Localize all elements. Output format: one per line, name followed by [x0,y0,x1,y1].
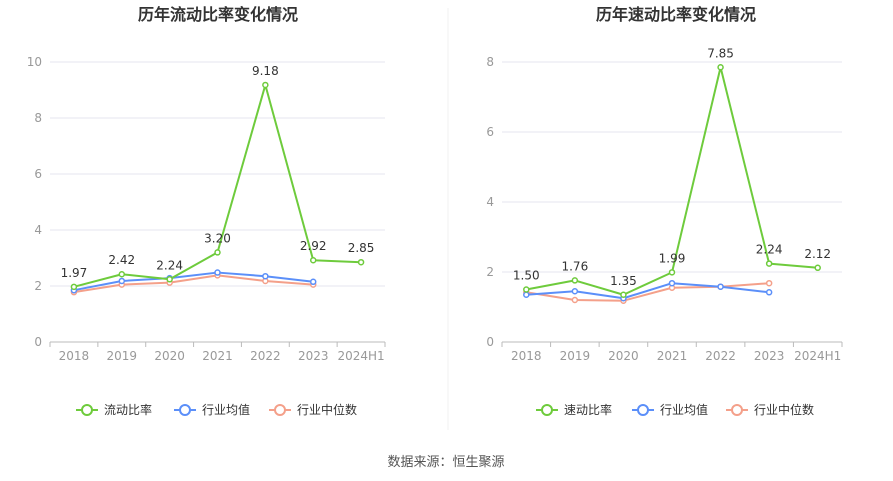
series-line [73,271,314,292]
x-tick-label: 2024H1 [794,349,841,363]
legend-label[interactable]: 行业均值 [202,402,250,417]
y-tick-label: 4 [486,195,494,209]
data-point [523,286,530,293]
chart-title: 历年流动比率变化情况 [138,5,298,24]
data-label: 1.99 [659,251,686,265]
data-point [668,269,676,276]
data-point [668,279,676,287]
chart-title: 历年速动比率变化情况 [596,5,756,24]
data-point [118,277,126,285]
data-point [571,296,579,304]
data-point [717,64,724,71]
quick-ratio-chart: 历年速动比率变化情况 0 2 4 6 8 2018 2019 2020 2021 2022 2023 2… [486,5,843,417]
series-line [526,282,770,302]
data-point [620,291,627,298]
x-tick-label: 2021 [657,349,688,363]
x-tick-label: 2023 [754,349,785,363]
x-tick-label: 2019 [560,349,591,363]
data-point [357,258,365,266]
legend-label[interactable]: 行业中位数 [754,402,814,417]
data-label: 1.35 [610,274,637,288]
x-tick-label: 2020 [154,349,185,363]
y-tick-label: 8 [486,55,494,69]
legend-label[interactable]: 行业均值 [660,402,708,417]
y-tick-label: 2 [34,279,42,293]
y-tick-label: 0 [486,335,494,349]
data-point [118,270,126,278]
data-point [166,276,173,283]
x-tick-label: 2023 [298,349,329,363]
legend-label[interactable]: 行业中位数 [297,402,357,417]
data-point [70,283,78,291]
data-point [717,283,724,290]
y-tick-label: 6 [34,167,42,181]
legend-marker [541,404,553,416]
x-tick-label: 2020 [608,349,639,363]
data-source-note: 数据来源：恒生聚源 [387,455,504,470]
data-point [765,260,773,267]
y-tick-label: 6 [486,125,494,139]
data-label: 2.42 [108,253,135,267]
x-tick-label: 2018 [59,349,90,363]
data-point [814,264,821,272]
x-tick-label: 2022 [705,349,736,363]
data-point [262,272,269,280]
legend-marker [81,404,93,416]
x-tick-label: 2019 [107,349,138,363]
data-label: 2.24 [756,243,783,257]
data-label: 7.85 [707,46,734,60]
data-point [262,81,269,89]
data-label: 9.18 [252,64,279,78]
data-label: 1.76 [561,259,588,273]
y-tick-label: 8 [34,111,42,125]
y-tick-label: 10 [27,55,42,69]
data-point [523,291,530,298]
legend-label[interactable]: 流动比率 [104,402,152,417]
data-label: 2.92 [300,239,327,253]
data-point [571,277,579,284]
data-point [765,279,773,287]
x-tick-label: 2021 [202,349,233,363]
x-tick-label: 2018 [511,349,542,363]
data-point [309,256,317,264]
x-tick-label: 2022 [250,349,281,363]
data-label: 2.85 [348,241,375,255]
series-line [526,282,770,300]
legend-marker [731,404,743,416]
data-label: 1.50 [513,269,540,283]
series-line [73,274,314,294]
x-tick-label: 2024H1 [337,349,384,363]
data-label: 3.20 [204,231,231,245]
data-point [765,289,773,296]
data-point [309,278,317,286]
y-tick-label: 4 [34,223,42,237]
legend-marker [179,404,191,416]
y-tick-label: 0 [34,335,42,349]
data-point [214,269,221,276]
legend-marker [274,404,286,416]
current-ratio-chart: 历年流动比率变化情况 0 2 4 6 8 10 2018 2019 2020 2021 2022 202… [27,5,386,417]
data-point [214,249,221,256]
legend-marker [637,404,649,416]
y-tick-label: 2 [486,265,494,279]
data-label: 2.24 [156,258,183,272]
data-label: 2.12 [804,247,831,261]
data-label: 1.97 [61,266,88,280]
legend-label[interactable]: 速动比率 [564,402,612,417]
data-point [571,288,579,295]
